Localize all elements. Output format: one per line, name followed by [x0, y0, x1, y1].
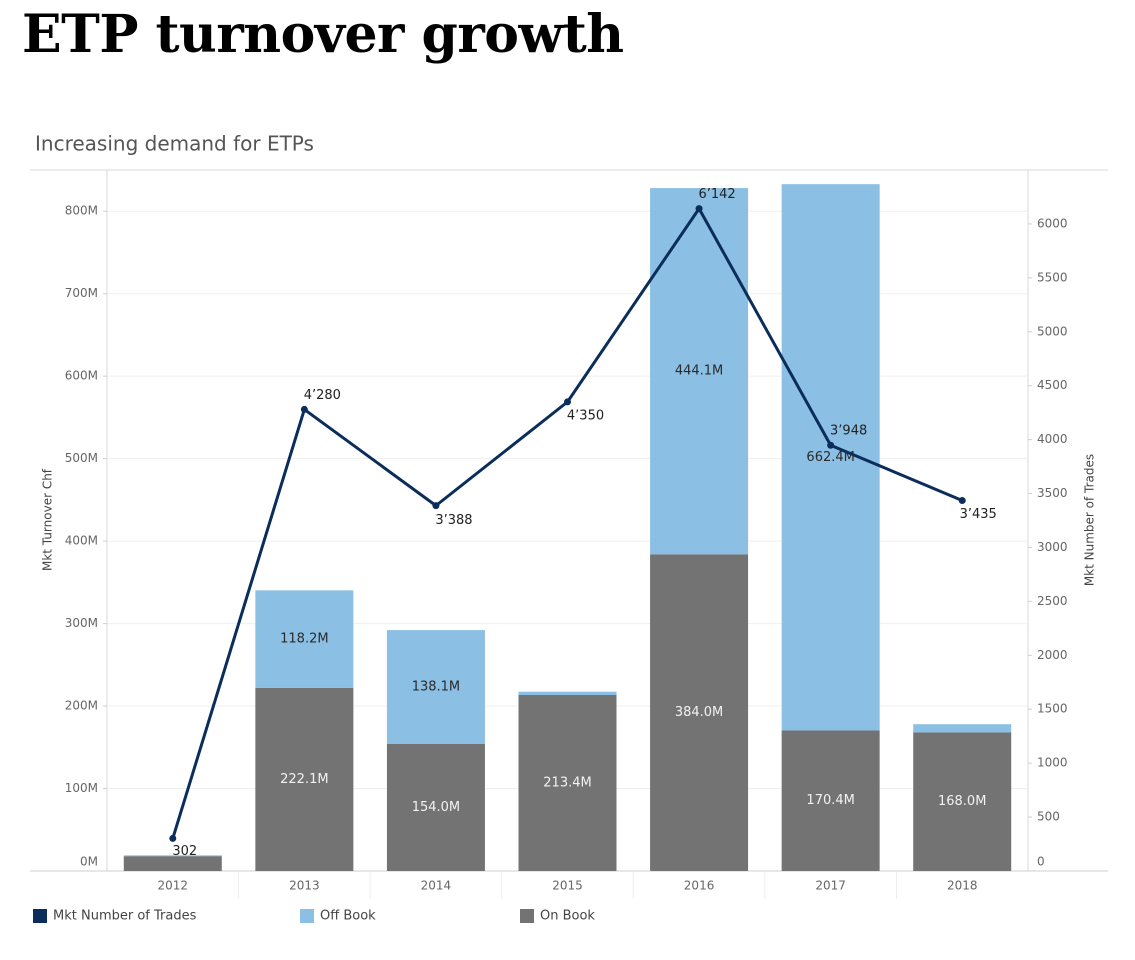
trades-point-2016[interactable]	[695, 205, 703, 213]
bar-label-off-book: 138.1M	[412, 680, 460, 695]
bar-on-book-2018[interactable]	[913, 732, 1012, 871]
trades-point-2012[interactable]	[169, 834, 177, 842]
bar-label-off-book: 444.1M	[675, 364, 723, 379]
x-tick-label: 2012	[158, 879, 189, 893]
right-tick-label: 1000	[1037, 756, 1068, 770]
trades-point-2013[interactable]	[300, 405, 308, 413]
left-tick-label: 700M	[65, 286, 98, 300]
right-tick-label: 1500	[1037, 702, 1068, 716]
trades-point-2017[interactable]	[827, 441, 835, 449]
bar-off-book-2018[interactable]	[913, 724, 1012, 733]
bar-on-book-2012[interactable]	[123, 856, 222, 871]
bar-label-on-book: 154.0M	[412, 800, 460, 815]
legend-swatch-mkt-number-of-trades	[33, 909, 47, 923]
bar-label-on-book: 170.4M	[806, 793, 854, 808]
bar-on-book-2017[interactable]	[781, 730, 880, 871]
bar-on-book-2015[interactable]	[518, 695, 617, 871]
x-tick-label: 2018	[947, 879, 978, 893]
left-tick-label: 0M	[80, 855, 98, 869]
bar-on-book-2014[interactable]	[386, 743, 485, 871]
x-tick-label: 2015	[552, 879, 583, 893]
trades-point-label: 4’350	[567, 408, 604, 423]
bar-off-book-2013[interactable]	[255, 590, 354, 688]
left-tick-label: 400M	[65, 534, 98, 548]
bar-label-on-book: 384.0M	[675, 705, 723, 720]
trades-point-2014[interactable]	[432, 502, 440, 510]
left-axis-title: Mkt Turnover Chf	[41, 468, 55, 571]
right-tick-label: 500	[1037, 810, 1060, 824]
bar-on-book-2016[interactable]	[650, 554, 749, 871]
bar-label-on-book: 168.0M	[938, 794, 986, 809]
left-tick-label: 100M	[65, 781, 98, 795]
legend-label-mkt-number-of-trades: Mkt Number of Trades	[53, 909, 197, 924]
right-axis-title: Mkt Number of Trades	[1083, 454, 1097, 586]
right-tick-label: 3000	[1037, 540, 1068, 554]
trades-point-label: 6’142	[698, 187, 735, 202]
trades-point-label: 3’435	[960, 507, 997, 522]
trades-point-2015[interactable]	[564, 398, 571, 406]
bar-label-off-book: 118.2M	[280, 632, 328, 647]
bar-off-book-2014[interactable]	[386, 630, 485, 744]
left-tick-label: 600M	[65, 369, 98, 383]
right-tick-label: 0	[1037, 855, 1045, 869]
x-tick-label: 2013	[289, 879, 320, 893]
bar-label-on-book: 213.4M	[543, 776, 591, 791]
bar-off-book-2017[interactable]	[781, 184, 880, 731]
x-tick-label: 2017	[815, 879, 846, 893]
legend-label-off-book: Off Book	[320, 909, 376, 924]
bar-off-book-2016[interactable]	[650, 188, 749, 555]
trades-point-label: 3’948	[830, 424, 867, 439]
right-tick-label: 2000	[1037, 648, 1068, 662]
legend-swatch-on-book	[520, 909, 534, 923]
x-tick-label: 2016	[684, 879, 715, 893]
x-tick-label: 2014	[421, 879, 452, 893]
left-tick-label: 200M	[65, 699, 98, 713]
right-tick-label: 4000	[1037, 432, 1068, 446]
trades-point-2018[interactable]	[958, 497, 966, 505]
bar-on-book-2013[interactable]	[255, 687, 354, 871]
right-tick-label: 6000	[1037, 216, 1068, 230]
chart-subtitle: Increasing demand for ETPs	[35, 132, 314, 156]
trades-point-label: 4’280	[304, 388, 341, 403]
bar-off-book-2015[interactable]	[518, 691, 617, 696]
legend-swatch-off-book	[300, 909, 314, 923]
bar-label-off-book: 662.4M	[806, 450, 854, 465]
legend-label-on-book: On Book	[540, 909, 595, 924]
page-title: ETP turnover growth	[22, 4, 624, 65]
bar-off-book-2012[interactable]	[123, 855, 222, 857]
right-tick-label: 2500	[1037, 594, 1068, 608]
left-tick-label: 800M	[65, 204, 98, 218]
right-tick-label: 5500	[1037, 270, 1068, 284]
right-tick-label: 5000	[1037, 324, 1068, 338]
left-tick-label: 500M	[65, 451, 98, 465]
bar-label-on-book: 222.1M	[280, 772, 328, 787]
trades-point-label: 302	[172, 844, 197, 859]
left-tick-label: 300M	[65, 616, 98, 630]
trades-point-label: 3’388	[435, 513, 472, 528]
right-tick-label: 4500	[1037, 378, 1068, 392]
right-tick-label: 3500	[1037, 486, 1068, 500]
